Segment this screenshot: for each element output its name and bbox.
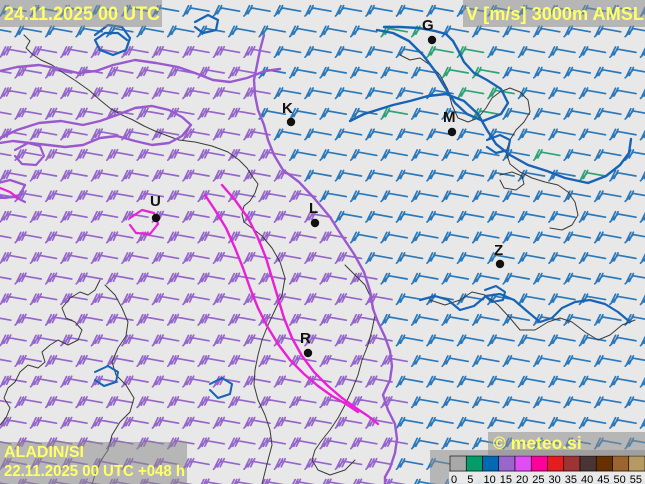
svg-text:© meteo.si: © meteo.si [493, 433, 582, 453]
svg-text:25: 25 [532, 474, 544, 484]
svg-text:15: 15 [500, 474, 512, 484]
svg-text:L: L [309, 200, 318, 217]
svg-text:40: 40 [581, 474, 593, 484]
svg-text:20: 20 [516, 474, 528, 484]
svg-text:0: 0 [451, 474, 457, 484]
svg-text:55: 55 [630, 474, 642, 484]
svg-text:5: 5 [467, 474, 473, 484]
svg-text:U: U [150, 193, 161, 210]
svg-text:30: 30 [549, 474, 561, 484]
svg-text:K: K [282, 100, 293, 117]
svg-text:45: 45 [597, 474, 609, 484]
svg-text:35: 35 [565, 474, 577, 484]
svg-text:50: 50 [614, 474, 626, 484]
svg-text:V [m/s] 3000m AMSL: V [m/s] 3000m AMSL [466, 3, 644, 24]
svg-text:22.11.2025 00 UTC +048 h: 22.11.2025 00 UTC +048 h [4, 463, 185, 480]
svg-text:G: G [422, 17, 434, 34]
svg-text:10: 10 [484, 474, 496, 484]
svg-text:M: M [443, 109, 456, 126]
svg-text:ALADIN/SI: ALADIN/SI [4, 444, 84, 461]
svg-text:Z: Z [494, 242, 503, 259]
svg-text:R: R [300, 330, 311, 347]
svg-text:24.11.2025 00 UTC: 24.11.2025 00 UTC [4, 4, 160, 25]
